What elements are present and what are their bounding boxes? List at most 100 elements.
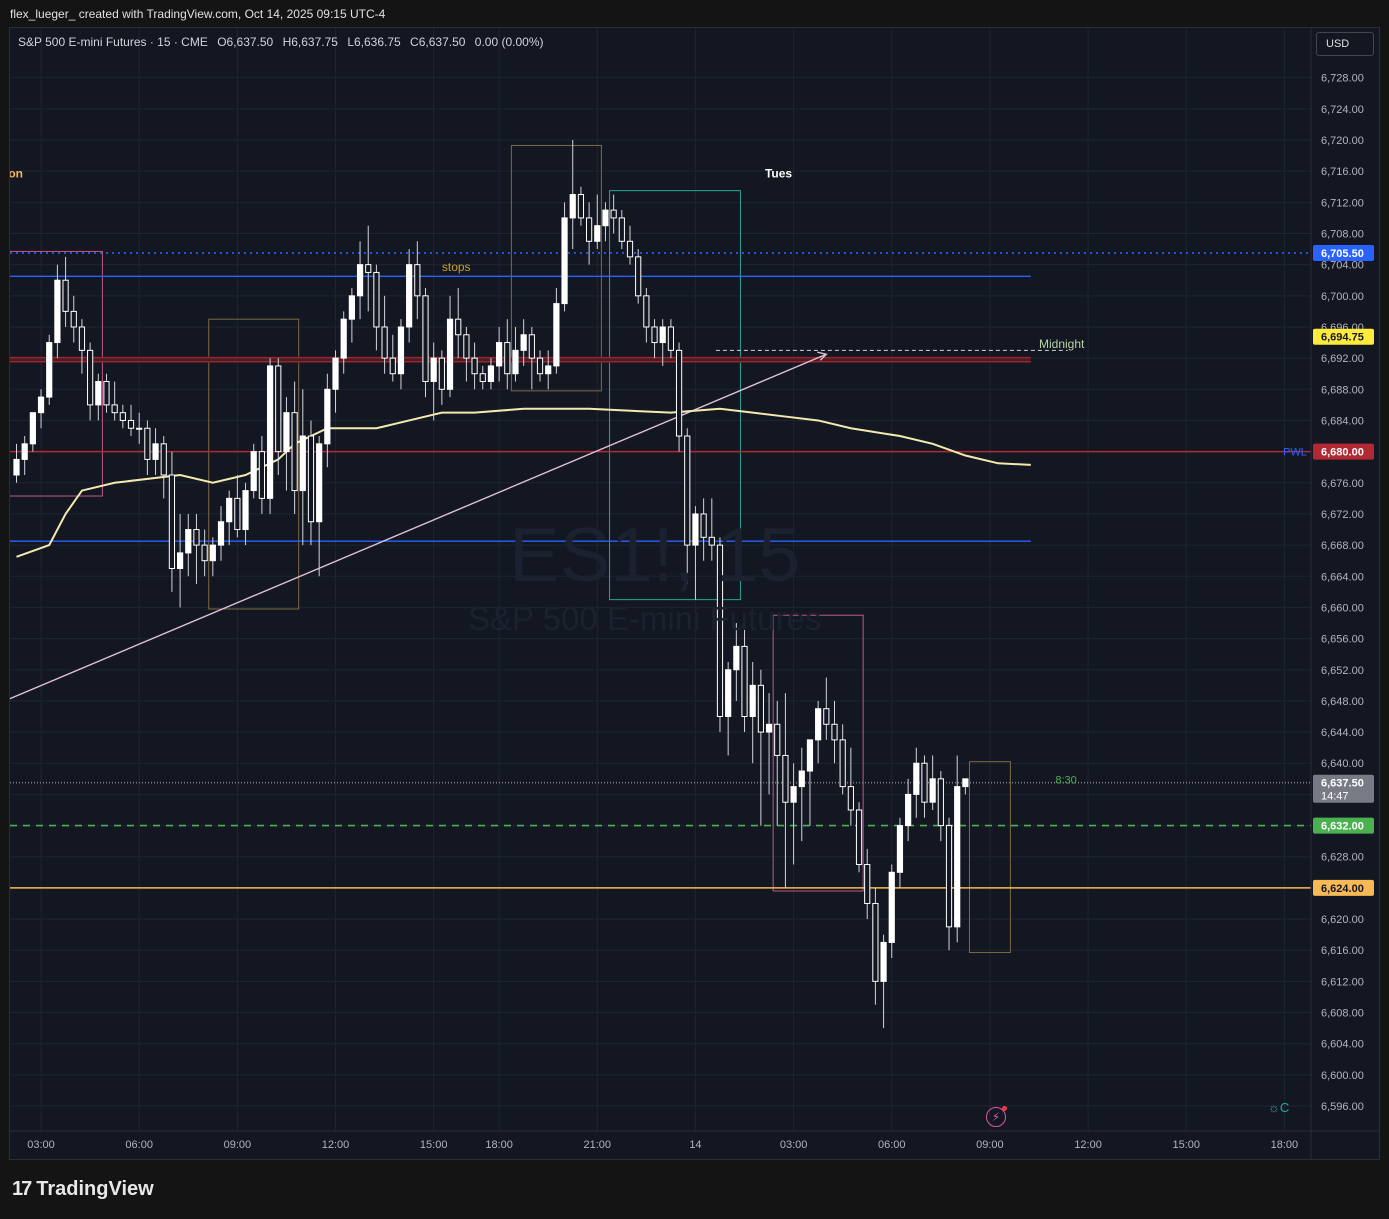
candle bbox=[455, 318, 462, 336]
candle bbox=[815, 708, 822, 741]
price-tick-label: 6,600.00 bbox=[1321, 1070, 1364, 1082]
price-tick-label: 6,608.00 bbox=[1321, 1008, 1364, 1020]
trendline-arrow-icon bbox=[817, 351, 828, 361]
candle bbox=[520, 334, 527, 351]
price-label-orange: 6,624.00 bbox=[1321, 883, 1364, 895]
candle bbox=[414, 264, 421, 297]
candle bbox=[569, 194, 576, 219]
candle bbox=[905, 793, 912, 827]
candle bbox=[757, 684, 764, 733]
candle bbox=[430, 357, 437, 383]
candle bbox=[921, 762, 928, 803]
candle bbox=[136, 427, 143, 430]
candle bbox=[389, 357, 396, 375]
symbol-info: S&P 500 E-mini Futures · 15 · CME O6,637… bbox=[18, 35, 550, 49]
candle bbox=[438, 357, 445, 390]
sun-settings-icon[interactable]: ☼C bbox=[1268, 1100, 1290, 1115]
candle bbox=[577, 194, 585, 219]
candle bbox=[111, 404, 118, 414]
price-tick-label: 6,728.00 bbox=[1321, 73, 1364, 85]
candle bbox=[316, 443, 323, 523]
price-tick-label: 6,664.00 bbox=[1321, 571, 1364, 583]
candle bbox=[643, 295, 650, 328]
candle bbox=[185, 529, 192, 554]
price-tick-label: 6,660.00 bbox=[1321, 602, 1364, 614]
price-tick-label: 6,656.00 bbox=[1321, 634, 1364, 646]
price-tick-label: 6,704.00 bbox=[1321, 260, 1364, 272]
time-tick-label: 06:00 bbox=[878, 1139, 906, 1151]
candle bbox=[545, 365, 552, 375]
box-session-4 bbox=[609, 190, 741, 601]
time-tick-label: 09:00 bbox=[224, 1139, 252, 1151]
candle bbox=[896, 825, 904, 873]
candle bbox=[103, 381, 110, 406]
candle bbox=[929, 778, 936, 803]
box-session-3 bbox=[510, 144, 602, 392]
time-tick-label: 12:00 bbox=[1074, 1139, 1102, 1151]
candle bbox=[765, 723, 773, 733]
price-tick-label: 6,688.00 bbox=[1321, 384, 1364, 396]
candle bbox=[291, 412, 298, 492]
ohlc-change: 0.00 (0.00%) bbox=[474, 35, 544, 49]
price-label-last-countdown: 14:47 bbox=[1321, 791, 1349, 803]
tradingview-logo[interactable]: 17 TradingView bbox=[12, 1178, 154, 1201]
price-label-pwl: 6,680.00 bbox=[1321, 447, 1364, 459]
time-tick-label: 03:00 bbox=[780, 1139, 808, 1151]
candle bbox=[561, 217, 568, 305]
candle bbox=[299, 435, 306, 492]
candle bbox=[880, 941, 887, 982]
ohlc-low: L6,636.75 bbox=[347, 35, 401, 49]
candle bbox=[888, 871, 895, 943]
price-tick-label: 6,672.00 bbox=[1321, 509, 1364, 521]
price-label-green: 6,632.00 bbox=[1321, 821, 1364, 833]
candle bbox=[446, 318, 454, 390]
price-tick-label: 6,676.00 bbox=[1321, 478, 1364, 490]
candle bbox=[594, 225, 601, 242]
price-label-dotted-blue: 6,705.50 bbox=[1321, 248, 1364, 260]
candle bbox=[95, 381, 102, 406]
candle bbox=[553, 303, 560, 367]
ohlc-open: O6,637.50 bbox=[217, 35, 274, 49]
price-label-green-badge bbox=[1313, 817, 1374, 834]
candle bbox=[847, 786, 854, 811]
lightning-icon[interactable]: ⚡ bbox=[986, 1106, 1007, 1127]
candle bbox=[340, 318, 347, 359]
candle bbox=[78, 326, 86, 351]
candle bbox=[962, 778, 969, 788]
candle bbox=[864, 864, 871, 904]
price-tick-label: 6,644.00 bbox=[1321, 727, 1364, 739]
candle bbox=[29, 412, 36, 445]
candle bbox=[667, 326, 674, 351]
candle bbox=[610, 209, 617, 219]
candle bbox=[324, 388, 331, 445]
candle bbox=[675, 349, 683, 437]
symbol-name[interactable]: S&P 500 E-mini Futures · 15 · CME bbox=[18, 35, 208, 49]
candle bbox=[54, 279, 61, 344]
candle bbox=[823, 708, 830, 725]
candle bbox=[201, 544, 208, 562]
candle bbox=[422, 295, 429, 383]
candle bbox=[536, 357, 544, 375]
candle bbox=[659, 326, 666, 344]
candle bbox=[504, 342, 511, 375]
candle bbox=[62, 279, 69, 312]
candle bbox=[152, 443, 159, 460]
candle bbox=[831, 723, 838, 741]
candle bbox=[741, 645, 748, 717]
candle bbox=[381, 326, 388, 359]
candle bbox=[13, 458, 20, 476]
price-tick-label: 6,708.00 bbox=[1321, 228, 1364, 240]
candle bbox=[725, 669, 732, 717]
time-tick-label: 03:00 bbox=[27, 1139, 55, 1151]
label-midnight: Midnight bbox=[1039, 337, 1085, 351]
candle bbox=[839, 739, 846, 788]
time-tick-label: 21:00 bbox=[584, 1139, 612, 1151]
candle bbox=[651, 326, 658, 344]
candle bbox=[127, 419, 135, 429]
candle bbox=[937, 778, 944, 827]
price-tick-label: 6,720.00 bbox=[1321, 135, 1364, 147]
price-tick-label: 6,620.00 bbox=[1321, 914, 1364, 926]
candle bbox=[266, 365, 274, 499]
currency-button[interactable]: USD bbox=[1316, 32, 1374, 56]
